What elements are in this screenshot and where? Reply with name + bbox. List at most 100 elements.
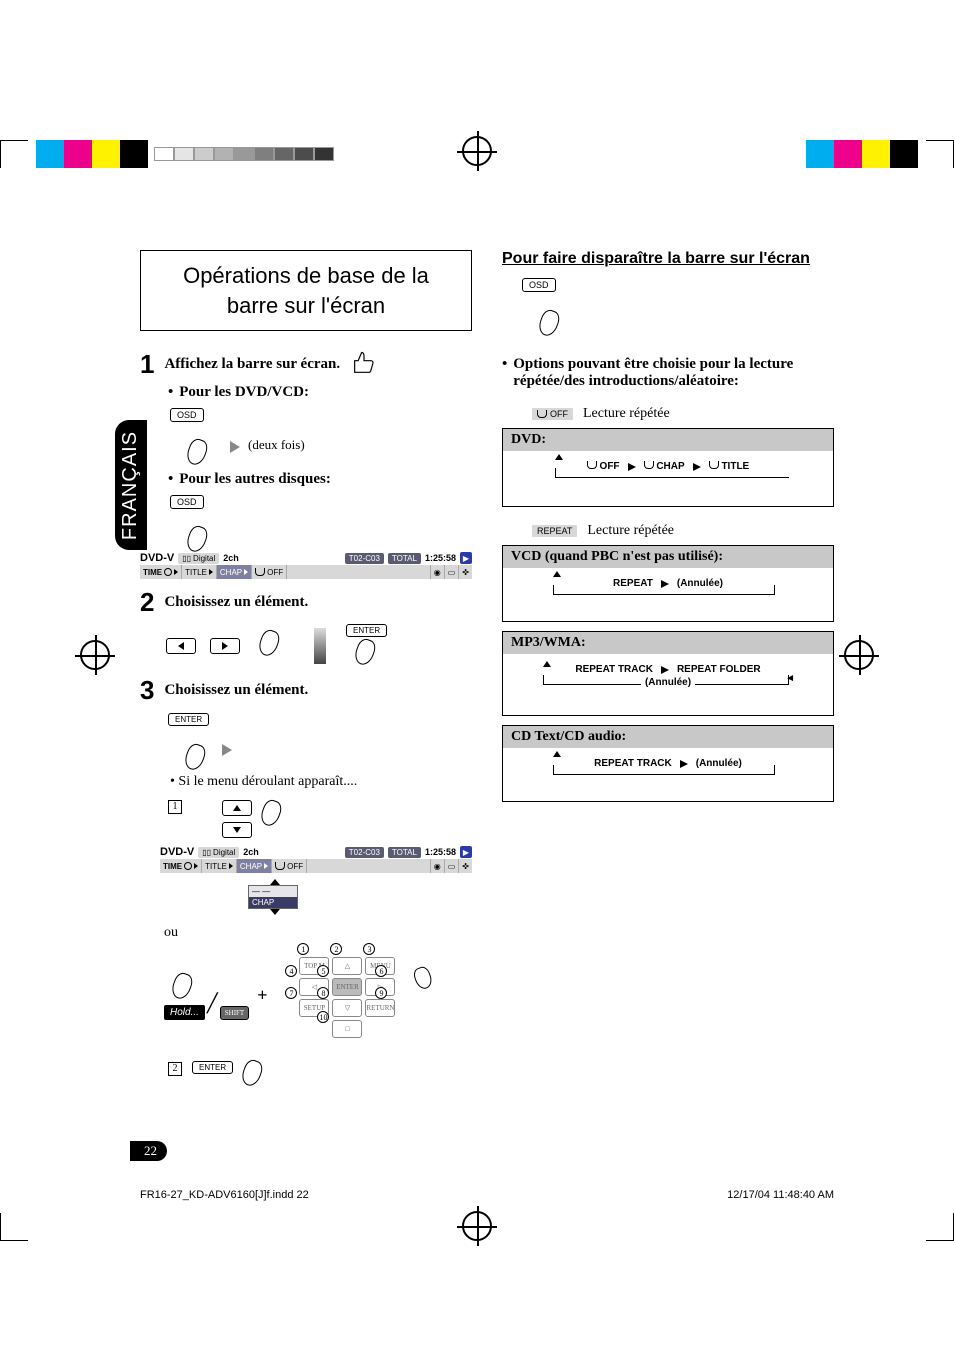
osd-press-1: OSD (deux fois) bbox=[170, 405, 472, 463]
enter-button[interactable]: ENTER bbox=[168, 713, 209, 726]
repeat-off-row: OFF Lecture répétée bbox=[532, 406, 834, 422]
crop-marks-bottom bbox=[0, 1211, 954, 1241]
channels-label: 2ch bbox=[243, 847, 259, 857]
grey-step bbox=[234, 147, 254, 161]
step-3-number: 3 bbox=[140, 675, 154, 706]
step-1-text: Affichez la barre sur écran. bbox=[164, 349, 340, 373]
osd-bar-top: DVD-V ▯▯ Digital 2ch T02-C03 TOTAL 1:25:… bbox=[140, 552, 472, 564]
remote-grid-wrap: TOP M△MENU◁ENTER▷SETUP▽RETURN□ 123456789… bbox=[275, 947, 409, 1044]
step2-buttons: ENTER bbox=[166, 624, 472, 667]
osd-button[interactable]: OSD bbox=[170, 495, 204, 509]
hold-badge: Hold... bbox=[164, 1005, 205, 1020]
total-time: 1:25:58 bbox=[425, 553, 456, 563]
remote-button[interactable]: RETURN bbox=[365, 999, 395, 1017]
remote-number-circle: 7 bbox=[285, 987, 297, 999]
osd-cell: ▭ bbox=[445, 859, 460, 873]
repeat-word-row: REPEAT Lecture répétée bbox=[532, 523, 834, 539]
remote-button[interactable]: ▽ bbox=[332, 999, 362, 1017]
shift-button[interactable]: SHIFT bbox=[220, 1006, 249, 1020]
remote-button[interactable]: ENTER bbox=[332, 978, 362, 996]
finger-icon bbox=[182, 742, 208, 773]
cancel-label: (Annulée) bbox=[641, 677, 695, 688]
finger-icon bbox=[170, 971, 196, 1002]
registration-mark-right bbox=[844, 640, 874, 670]
bullet-dot: • bbox=[502, 356, 507, 390]
dvd-box-header: DVD: bbox=[503, 429, 833, 451]
osd-cell: TITLE bbox=[202, 859, 237, 873]
grey-step bbox=[254, 147, 274, 161]
osd-cell: TIME bbox=[160, 859, 202, 873]
channels-label: 2ch bbox=[223, 553, 239, 563]
play-icon: ▶ bbox=[460, 552, 472, 564]
grey-step bbox=[214, 147, 234, 161]
remote-button[interactable]: △ bbox=[332, 957, 362, 975]
dropdown-list: — —CHAP bbox=[248, 885, 298, 909]
total-time: 1:25:58 bbox=[425, 847, 456, 857]
right-column: Pour faire disparaître la barre sur l'éc… bbox=[502, 250, 834, 1088]
osd-bar-top: DVD-V ▯▯ Digital 2ch T02-C03 TOTAL 1:25:… bbox=[160, 846, 472, 858]
registration-mark-bottom bbox=[462, 1211, 492, 1241]
left-arrow-button[interactable] bbox=[166, 638, 196, 654]
osd-bar-row2: TIME TITLECHAPOFF◉▭✜ bbox=[140, 565, 472, 579]
dropdown-note: • Si le menu déroulant apparaît.... bbox=[170, 774, 472, 790]
grey-step bbox=[174, 147, 194, 161]
enter-button[interactable]: ENTER bbox=[346, 624, 387, 637]
osd-cell: CHAP bbox=[217, 565, 252, 579]
osd-bar-1: DVD-V ▯▯ Digital 2ch T02-C03 TOTAL 1:25:… bbox=[140, 552, 472, 579]
cmyk-block bbox=[890, 140, 918, 168]
up-arrow-button[interactable] bbox=[222, 800, 252, 816]
finger-icon bbox=[239, 1058, 265, 1089]
osd-press-2: OSD bbox=[170, 492, 472, 544]
crop-corner-tl bbox=[0, 140, 28, 168]
grey-step bbox=[274, 147, 294, 161]
osd-cell: ▭ bbox=[445, 565, 460, 579]
content: Opérations de base de la barre sur l'écr… bbox=[140, 250, 834, 1088]
dismiss-heading: Pour faire disparaître la barre sur l'éc… bbox=[502, 250, 834, 268]
cmyk-block bbox=[92, 140, 120, 168]
finger-icon bbox=[352, 637, 378, 668]
disc-type-label: DVD-V bbox=[140, 552, 174, 564]
enter-button[interactable]: ENTER bbox=[192, 1061, 233, 1074]
osd-cell: TITLE bbox=[182, 565, 217, 579]
remote-number-circle: 4 bbox=[285, 965, 297, 977]
step3-enter: ENTER bbox=[168, 710, 472, 768]
other-discs-label: Pour les autres disques: bbox=[179, 471, 331, 488]
step-3: 3 Choisissez un élément. bbox=[140, 675, 472, 706]
crop-right-group bbox=[806, 140, 954, 168]
step-3-text: Choisissez un élément. bbox=[164, 675, 308, 699]
hold-shift: Hold... ╱ SHIFT bbox=[164, 971, 249, 1020]
osd-button[interactable]: OSD bbox=[522, 278, 556, 292]
sq2-row: 2 ENTER bbox=[168, 1058, 472, 1088]
arrow-left-icon: ◄ bbox=[785, 673, 795, 684]
thumbs-up-icon bbox=[350, 349, 378, 377]
dropdown-item: — — bbox=[249, 886, 297, 897]
total-chip: TOTAL bbox=[388, 553, 421, 564]
dvd-box: DVD: OFF CHAP TITLE bbox=[502, 428, 834, 507]
crop-left-group bbox=[0, 140, 334, 168]
track-chapter-chip: T02-C03 bbox=[345, 847, 384, 858]
step-2-number: 2 bbox=[140, 587, 154, 618]
dropdown-item: CHAP bbox=[249, 897, 297, 908]
mp3-box-body: REPEAT TRACK REPEAT FOLDER (Annulée) ◄ bbox=[503, 654, 833, 715]
osd-button[interactable]: OSD bbox=[170, 408, 204, 422]
page-number-badge: 22 bbox=[130, 1141, 167, 1161]
total-chip: TOTAL bbox=[388, 847, 421, 858]
osd-cell: ◉ bbox=[431, 565, 445, 579]
options-bullet: • Options pouvant être choisie pour la l… bbox=[502, 356, 834, 390]
arrow-right-icon bbox=[222, 744, 232, 756]
osd-bar-2: DVD-V ▯▯ Digital 2ch T02-C03 TOTAL 1:25:… bbox=[160, 846, 472, 915]
dvd-box-body: OFF CHAP TITLE bbox=[503, 451, 833, 506]
cmyk-block bbox=[806, 140, 834, 168]
registration-mark-top bbox=[462, 136, 492, 166]
crop-corner-bl bbox=[0, 1213, 28, 1241]
finger-icon bbox=[184, 437, 210, 468]
down-arrow-button[interactable] bbox=[222, 822, 252, 838]
osd-cell bbox=[287, 565, 431, 579]
options-text: Options pouvant être choisie pour la lec… bbox=[513, 356, 834, 390]
remote-button[interactable]: □ bbox=[332, 1020, 362, 1038]
section-title-box: Opérations de base de la barre sur l'écr… bbox=[140, 250, 472, 331]
cd-box: CD Text/CD audio: REPEAT TRACK (Annulée) bbox=[502, 725, 834, 802]
other-discs-bullet: • Pour les autres disques: bbox=[168, 471, 472, 488]
right-arrow-button[interactable] bbox=[210, 638, 240, 654]
osd-press-dismiss: OSD bbox=[522, 276, 834, 330]
